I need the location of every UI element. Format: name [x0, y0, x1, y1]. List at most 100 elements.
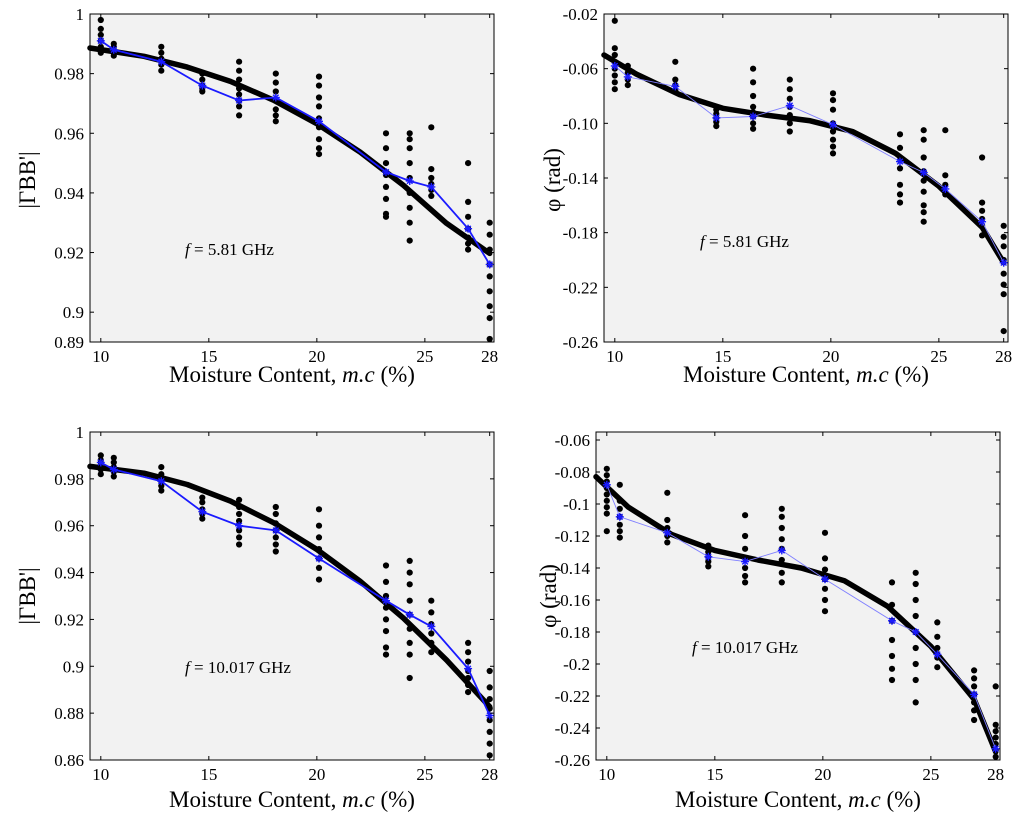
data-point [786, 86, 793, 93]
y-tick-label: 0.92 [54, 610, 84, 629]
mean-marker [427, 622, 436, 631]
data-point [406, 639, 413, 647]
data-point [272, 541, 279, 548]
y-tick-label: -0.26 [563, 333, 598, 352]
data-point [1000, 222, 1007, 229]
frequency-annotation: f = 10.017 GHz [185, 658, 291, 677]
mean-marker [109, 465, 118, 474]
mean-line [606, 484, 997, 749]
data-point [821, 529, 829, 536]
plot-frame [89, 431, 495, 761]
data-point [934, 664, 941, 671]
data-point [778, 579, 785, 586]
data-point [920, 202, 927, 209]
data-point [236, 76, 243, 83]
data-point [603, 504, 610, 511]
data-point [486, 684, 493, 691]
data-point [158, 464, 165, 471]
fit-curve [87, 463, 493, 710]
data-point [428, 630, 435, 637]
data-point [912, 644, 919, 652]
data-point [315, 151, 323, 158]
mean-marker [663, 528, 672, 537]
data-point [821, 596, 829, 604]
y-tick-label: 0.92 [54, 244, 84, 263]
data-point [272, 88, 279, 95]
data-point [888, 636, 896, 644]
data-point [920, 154, 927, 161]
data-point [786, 76, 793, 83]
data-point [888, 579, 896, 586]
data-point [912, 660, 919, 668]
data-point [896, 165, 904, 172]
plot-frame [595, 431, 1001, 761]
y-tick-label: -0.18 [555, 623, 590, 642]
x-tick-label: 15 [714, 347, 731, 366]
mean-marker [704, 552, 713, 561]
data-point [1000, 270, 1007, 277]
mean-marker [933, 650, 942, 659]
data-point [486, 288, 493, 295]
data-point [382, 145, 390, 152]
mean-marker [919, 168, 928, 177]
mean-marker [623, 72, 632, 81]
data-point [750, 125, 757, 132]
data-point [406, 204, 413, 211]
data-point [934, 633, 941, 640]
data-point [315, 564, 323, 572]
data-point [611, 45, 618, 52]
data-point [272, 70, 279, 77]
mean-marker [235, 96, 244, 105]
mean-marker [610, 61, 619, 70]
x-tick-label: 25 [922, 765, 939, 784]
data-point [750, 103, 757, 110]
data-point [236, 510, 243, 518]
frequency-annotation: f = 5.81 GHz [185, 240, 274, 259]
plot-area [596, 432, 1000, 760]
mean-marker [109, 45, 118, 54]
plot-area [90, 14, 494, 342]
data-point [888, 652, 896, 660]
y-tick-label: -0.06 [563, 60, 598, 79]
data-point [705, 563, 712, 570]
data-point [158, 482, 165, 489]
data-point [742, 572, 749, 580]
data-point [992, 683, 999, 690]
mean-marker [271, 93, 280, 102]
data-point [603, 497, 610, 504]
chart-panel-b: 10 15 20 25 28 -0.26 -0.22 -0.18 -0.14 -0.10 -0.0… [540, 5, 1012, 387]
data-point [465, 649, 472, 656]
data-point [888, 665, 896, 672]
x-tick-label: 20 [308, 347, 325, 366]
x-tick-label: 28 [987, 765, 1004, 784]
mean-marker [485, 260, 494, 269]
x-axis-label: Moisture Content, m.c (%) [675, 787, 921, 812]
y-tick-label: -0.14 [563, 169, 599, 188]
mean-marker [777, 546, 786, 555]
y-tick-label: -0.1 [563, 495, 590, 514]
data-point [272, 79, 279, 86]
mean-marker [235, 521, 244, 530]
frequency-annotation: f = 10.017 GHz [692, 638, 798, 657]
x-tick-label: 28 [481, 765, 498, 784]
y-tick-label: 0.88 [54, 704, 84, 723]
x-tick-label: 20 [308, 765, 325, 784]
data-point [971, 716, 978, 724]
data-point [821, 555, 829, 562]
data-point [821, 585, 829, 592]
data-point [382, 160, 390, 167]
data-point [920, 209, 927, 216]
data-point [992, 721, 999, 728]
data-point [406, 130, 413, 137]
mean-marker [895, 157, 904, 166]
mean-marker [198, 507, 207, 516]
y-tick-label: 0.96 [54, 124, 84, 143]
mean-marker [315, 117, 324, 126]
data-point [705, 558, 712, 565]
y-tick-label: -0.12 [555, 527, 590, 546]
data-point [611, 86, 618, 93]
data-point [382, 562, 390, 569]
data-point [912, 569, 919, 576]
data-point [465, 689, 472, 696]
